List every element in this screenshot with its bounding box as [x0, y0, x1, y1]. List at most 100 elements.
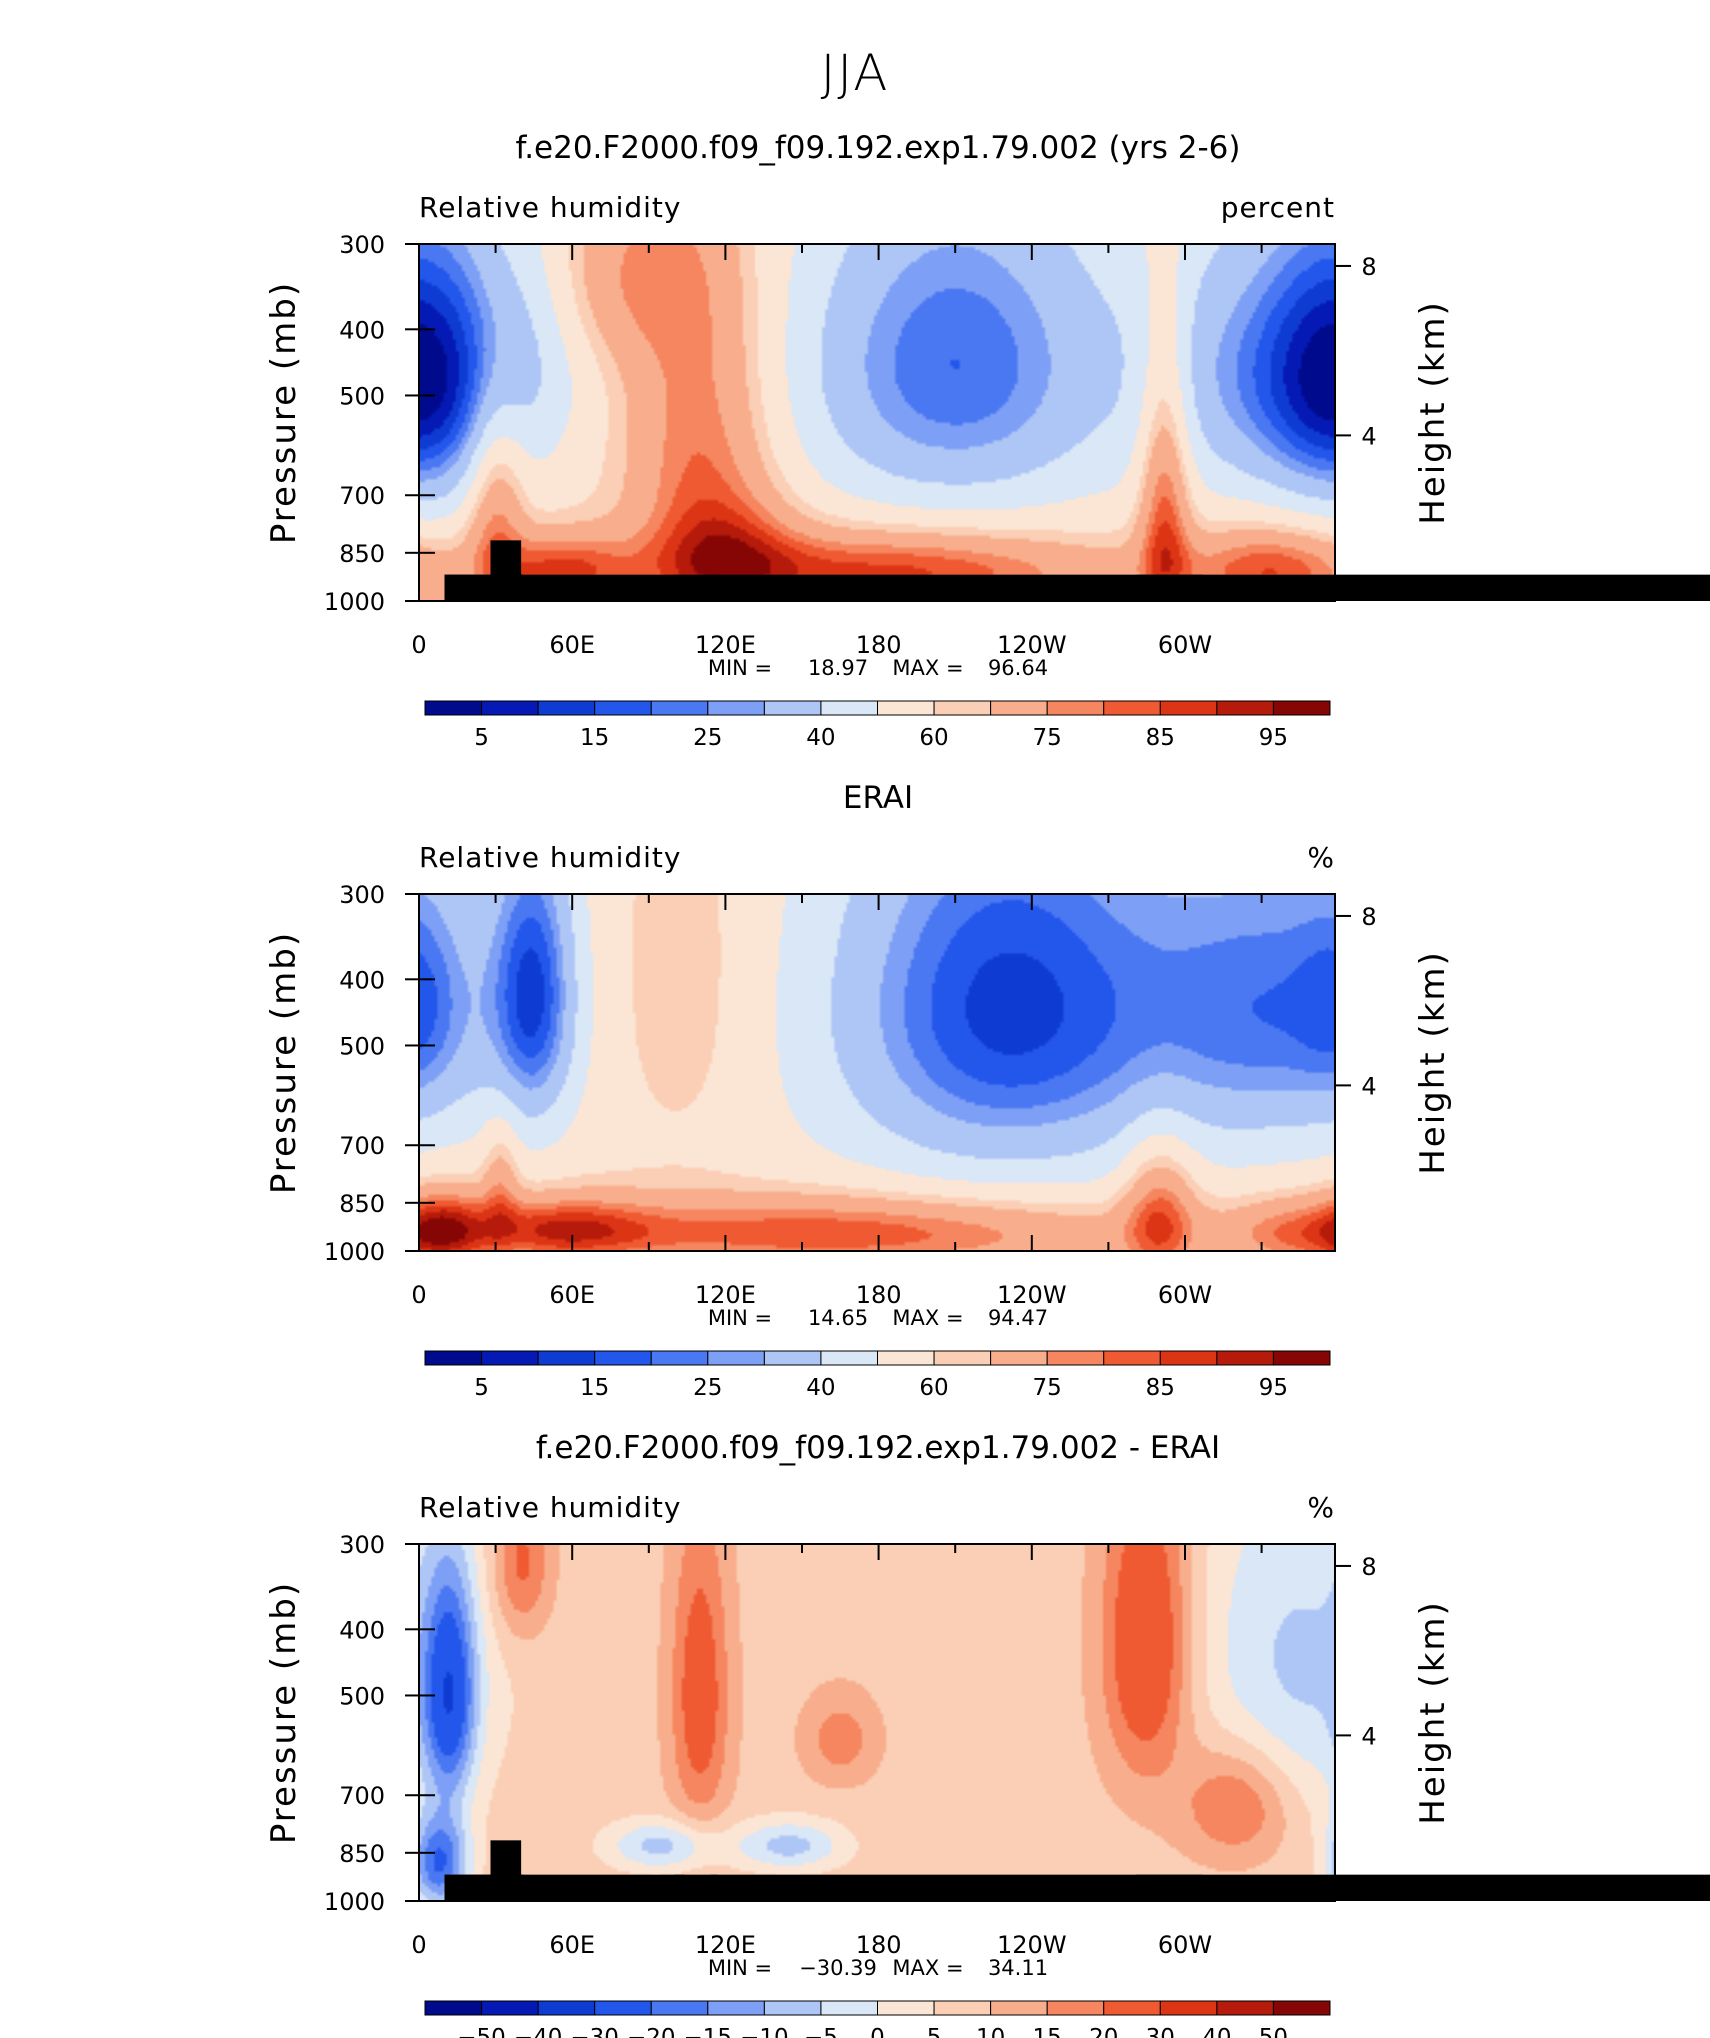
left-string: Relative humidity — [419, 191, 681, 224]
colorbar-label: −10 — [740, 2025, 789, 2038]
colorbar-swatch — [877, 2000, 935, 2016]
y-tick-label: 400 — [339, 1616, 385, 1644]
colorbar-swatch — [763, 700, 822, 716]
colorbar-swatch — [1103, 2000, 1161, 2016]
colorbar-swatch — [424, 700, 483, 716]
colorbar-label: −15 — [684, 2025, 733, 2038]
colorbar-swatch — [707, 2000, 765, 2016]
y-tick-label: 700 — [339, 1132, 385, 1160]
max-value: 94.47 — [988, 1306, 1048, 1330]
colorbar-label: 0 — [870, 2025, 885, 2038]
colorbar-swatch — [763, 1350, 822, 1366]
terrain-block — [710, 574, 718, 601]
max-label: MAX = — [892, 1306, 963, 1330]
colorbar: 5 15 25 40 60 75 85 95 — [424, 1350, 1331, 1401]
right-string: % — [1307, 1491, 1335, 1524]
x-tick-label: 120W — [997, 1281, 1067, 1309]
terrain-block — [444, 574, 524, 601]
colorbar-label: 10 — [976, 2025, 1005, 2038]
panel-title: f.e20.F2000.f09_f09.192.exp1.79.002 - ER… — [536, 1430, 1220, 1466]
terrain-mask — [444, 1840, 1710, 1901]
x-tick-label: 120E — [695, 631, 756, 659]
colorbar-label: 5 — [474, 725, 489, 751]
panel-title: f.e20.F2000.f09_f09.192.exp1.79.002 (yrs… — [516, 130, 1241, 166]
colorbar-swatch — [933, 2000, 992, 2016]
colorbar-label: 15 — [580, 1375, 609, 1401]
right-string: percent — [1221, 191, 1335, 224]
height-tick-label: 8 — [1361, 1553, 1376, 1581]
x-tick-label: 0 — [411, 1931, 426, 1959]
min-label: MIN = — [708, 1306, 772, 1330]
panel-1: f.e20.F2000.f09_f09.192.exp1.79.002 (yrs… — [264, 130, 1710, 751]
height-tick-label: 4 — [1361, 1722, 1376, 1750]
colorbar-swatch — [820, 700, 878, 716]
height-tick-label: 4 — [1361, 1072, 1376, 1100]
colorbar-swatch — [1046, 2000, 1105, 2016]
colorbar-label: −30 — [570, 2025, 619, 2038]
colorbar-swatch — [1216, 2000, 1274, 2016]
max-value: 34.11 — [988, 1956, 1048, 1980]
left-string: Relative humidity — [419, 841, 681, 874]
colorbar-swatch — [1159, 700, 1218, 716]
x-tick-label: 0 — [411, 631, 426, 659]
colorbar-swatch — [537, 700, 596, 716]
colorbar-swatch — [707, 700, 765, 716]
y-tick-label: 300 — [339, 881, 385, 909]
plot-frame — [418, 893, 1336, 1252]
colorbar-swatch — [481, 700, 539, 716]
terrain-mask — [444, 540, 1710, 601]
plot-frame — [418, 1543, 1336, 1902]
colorbar-swatch — [537, 1350, 596, 1366]
colorbar-label: 60 — [919, 1375, 948, 1401]
colorbar-swatch — [537, 2000, 596, 2016]
colorbar-label: 20 — [1089, 2025, 1118, 2038]
max-label: MAX = — [892, 656, 963, 680]
x-tick-label: 180 — [856, 631, 902, 659]
height-axis-label: Height (km) — [1413, 950, 1453, 1175]
colorbar-swatch — [763, 2000, 822, 2016]
colorbar-label: 5 — [927, 2025, 942, 2038]
colorbar-swatch — [594, 2000, 652, 2016]
y-tick-label: 1000 — [324, 588, 385, 616]
height-axis-label: Height (km) — [1413, 300, 1453, 525]
y-tick-label: 400 — [339, 966, 385, 994]
y-axis-label: Pressure (mb) — [264, 931, 304, 1194]
colorbar-swatch — [1159, 2000, 1218, 2016]
colorbar-swatch — [990, 2000, 1048, 2016]
colorbar-label: 40 — [806, 725, 835, 751]
y-tick-label: 850 — [339, 1840, 385, 1868]
colorbar-swatch — [424, 1350, 483, 1366]
colorbar-label: 25 — [693, 725, 722, 751]
colorbar-label: 50 — [1259, 2025, 1288, 2038]
x-tick-label: 60W — [1158, 1931, 1212, 1959]
terrain-block — [674, 1874, 685, 1901]
colorbar-label: 30 — [1146, 2025, 1175, 2038]
colorbar-label: 60 — [919, 725, 948, 751]
min-label: MIN = — [708, 1956, 772, 1980]
y-tick-label: 1000 — [324, 1238, 385, 1266]
max-label: MAX = — [892, 1956, 963, 1980]
min-value: 14.65 — [808, 1306, 868, 1330]
contour-field — [419, 894, 1335, 1251]
colorbar-swatch — [1046, 1350, 1105, 1366]
min-label: MIN = — [708, 656, 772, 680]
terrain-block — [1136, 1874, 1203, 1901]
x-tick-label: 60E — [549, 1281, 595, 1309]
colorbar-swatch — [990, 700, 1048, 716]
colorbar-label: 95 — [1259, 1375, 1288, 1401]
colorbar-swatch — [650, 2000, 709, 2016]
colorbar-swatch — [424, 2000, 483, 2016]
min-value: −30.39 — [799, 1956, 877, 1980]
colorbar: −50 −40 −30 −20 −15 −10 −5 0 5 10 15 20 30 40 50 — [424, 2000, 1331, 2038]
colorbar-label: 40 — [1202, 2025, 1231, 2038]
x-tick-label: 60W — [1158, 631, 1212, 659]
colorbar-swatch — [481, 2000, 539, 2016]
right-string: % — [1307, 841, 1335, 874]
colorbar-label: 25 — [693, 1375, 722, 1401]
y-tick-label: 500 — [339, 382, 385, 410]
colorbar-swatch — [481, 1350, 539, 1366]
x-tick-label: 60E — [549, 1931, 595, 1959]
colorbar-swatch — [1216, 1350, 1274, 1366]
colorbar-label: 15 — [580, 725, 609, 751]
